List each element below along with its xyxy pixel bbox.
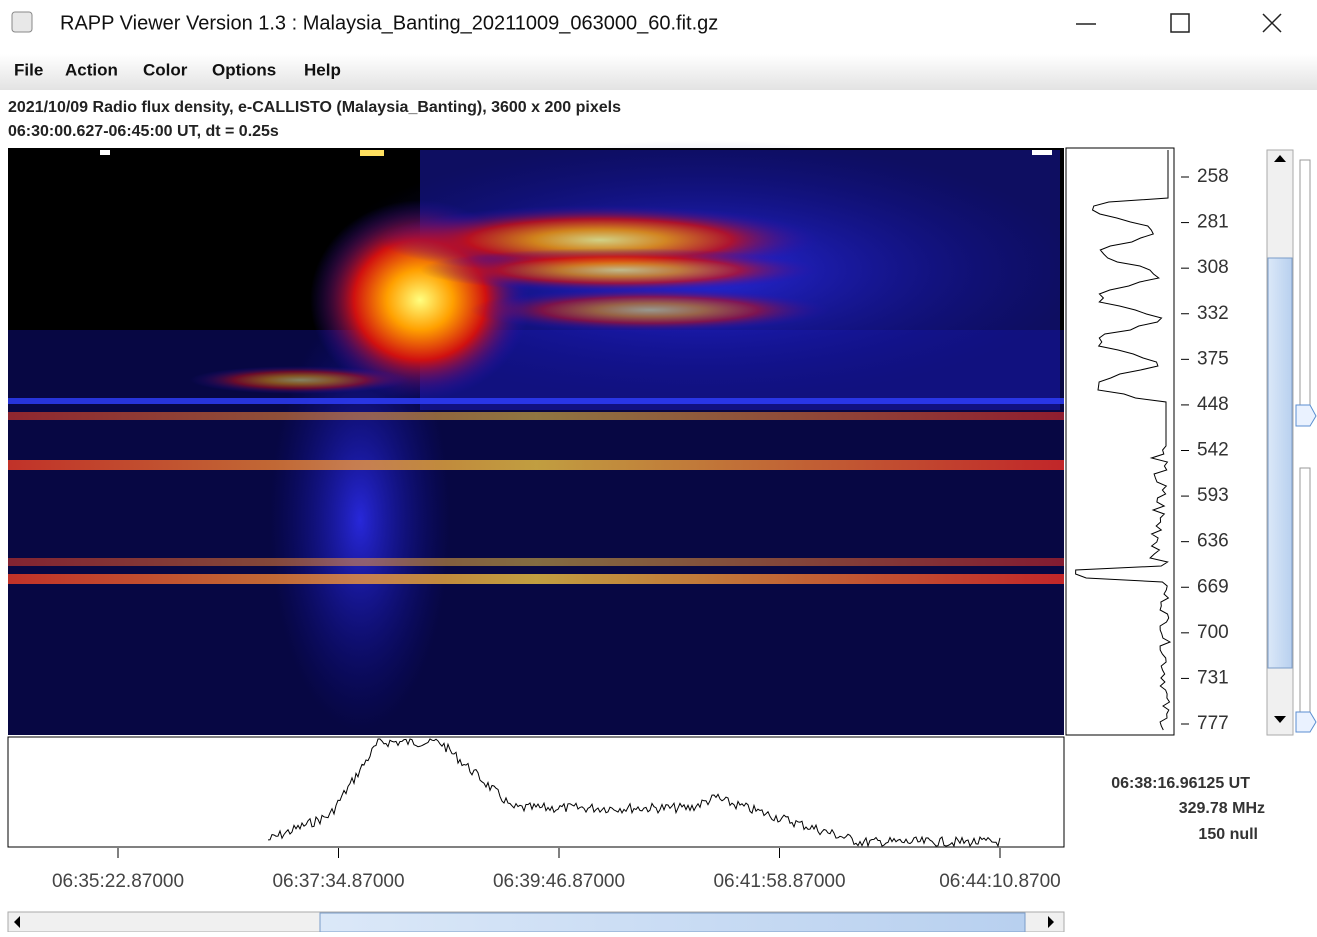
readout-frequency: 329.78 MHz [1179,800,1265,817]
header-line: 2021/10/09 Radio flux density, e-CALLIST… [8,99,621,116]
frequency-label: 448 [1197,394,1229,415]
menu-item[interactable]: Color [143,60,188,79]
time-label: 06:41:58.87000 [713,871,845,892]
menu-item[interactable]: File [14,60,43,79]
light-curve [8,737,1064,847]
frequency-label: 375 [1197,348,1229,369]
header-line: 06:30:00.627-06:45:00 UT, dt = 0.25s [8,123,279,140]
frequency-label: 731 [1197,667,1229,688]
frequency-label: 777 [1197,713,1229,734]
menu-item[interactable]: Help [304,60,341,79]
window-title: RAPP Viewer Version 1.3 : Malaysia_Banti… [60,12,718,34]
range-slider[interactable] [1300,160,1310,405]
app-icon [12,12,32,32]
frequency-label: 332 [1197,303,1229,324]
frequency-label: 669 [1197,576,1229,597]
frequency-profile [1066,148,1174,735]
frequency-label: 258 [1197,166,1229,187]
time-label: 06:44:10.8700 [939,871,1061,892]
frequency-label: 636 [1197,531,1229,552]
readout-value: 150 null [1198,826,1258,843]
spectrogram[interactable] [8,140,1080,735]
time-label: 06:35:22.87000 [52,871,184,892]
readout-time: 06:38:16.96125 UT [1111,775,1250,792]
frequency-label: 308 [1197,257,1229,278]
frequency-label: 281 [1197,212,1229,233]
time-label: 06:37:34.87000 [272,871,404,892]
menu-bar [0,54,1317,90]
time-label: 06:39:46.87000 [493,871,625,892]
app-window: RAPP Viewer Version 1.3 : Malaysia_Banti… [0,0,1317,932]
frequency-label: 700 [1197,622,1229,643]
scroll-thumb[interactable] [1268,258,1292,668]
menu-item[interactable]: Options [212,60,276,79]
frequency-label: 542 [1197,440,1229,461]
scroll-thumb[interactable] [320,913,1025,932]
frequency-label: 593 [1197,485,1229,506]
menu-item[interactable]: Action [65,60,118,79]
range-slider[interactable] [1300,468,1310,713]
